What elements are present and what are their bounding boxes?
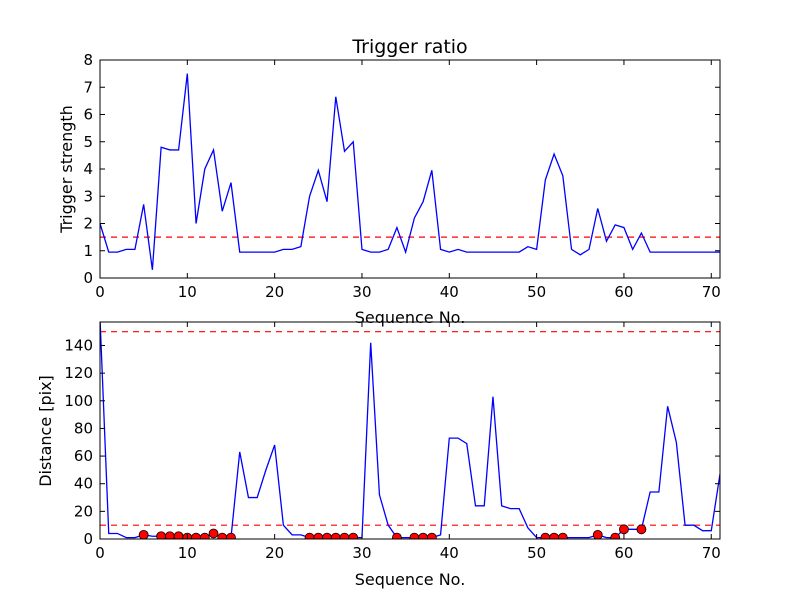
top-x-axis-label: Sequence No. <box>355 308 466 327</box>
y-tick-label: 140 <box>64 336 93 354</box>
y-tick-label: 3 <box>83 187 93 205</box>
bottom-x-axis-label: Sequence No. <box>355 570 466 589</box>
x-tick-label: 10 <box>178 544 197 562</box>
marker-point <box>426 532 437 539</box>
marker-point <box>610 532 621 539</box>
y-tick-label: 0 <box>83 530 93 548</box>
marker-point <box>557 532 568 539</box>
y-tick-label: 40 <box>74 475 93 493</box>
y-tick-label: 80 <box>74 419 93 437</box>
x-tick-label: 0 <box>95 544 105 562</box>
x-tick-label: 60 <box>614 544 633 562</box>
top-plot-area <box>100 73 720 270</box>
top-series-line <box>100 73 720 270</box>
top-y-axis-label: Trigger strength <box>57 105 76 234</box>
y-tick-label: 100 <box>64 392 93 410</box>
trigger-ratio-chart: 0 10 20 30 40 50 60 70 0 1 2 3 4 5 6 7 8 Trigger ratio S… <box>57 36 721 327</box>
y-tick-label: 2 <box>83 215 93 233</box>
y-tick-label: 20 <box>74 502 93 520</box>
x-tick-label: 70 <box>702 544 721 562</box>
marker-point <box>619 524 629 535</box>
x-tick-label: 20 <box>265 544 284 562</box>
marker-point <box>392 532 402 539</box>
y-tick-label: 7 <box>83 78 93 96</box>
y-tick-label: 60 <box>74 447 93 465</box>
distance-chart: 0 10 20 30 40 50 60 70 0 20 40 60 80 100 120 140 Sequen… <box>36 321 721 589</box>
y-tick-label: 1 <box>83 242 93 260</box>
y-tick-label: 120 <box>64 364 93 382</box>
bottom-y-axis-label: Distance [pix] <box>36 375 55 487</box>
y-tick-label: 8 <box>83 51 93 69</box>
x-tick-label: 40 <box>440 544 459 562</box>
trigger-strength-series-layer <box>100 73 720 270</box>
distance-ticks: 0 10 20 30 40 50 60 70 0 20 40 60 80 100 120 140 <box>64 322 721 562</box>
x-tick-label: 10 <box>178 283 197 301</box>
marker-point <box>138 529 149 539</box>
y-tick-label: 5 <box>83 133 93 151</box>
x-tick-label: 50 <box>527 544 546 562</box>
distance-series-layer <box>100 322 720 539</box>
x-tick-label: 60 <box>614 283 633 301</box>
y-tick-label: 0 <box>83 269 93 287</box>
x-tick-label: 40 <box>440 283 459 301</box>
x-tick-label: 30 <box>352 283 371 301</box>
trigger-ratio-ticks: 0 10 20 30 40 50 60 70 0 1 2 3 4 5 6 7 8 <box>83 51 720 301</box>
x-tick-label: 50 <box>527 283 546 301</box>
marker-point <box>348 532 359 539</box>
x-tick-label: 30 <box>352 544 371 562</box>
marker-point <box>208 528 219 539</box>
y-tick-label: 6 <box>83 106 93 124</box>
bottom-axes-frame <box>99 321 721 540</box>
marker-point <box>199 532 210 539</box>
marker-point <box>226 532 236 539</box>
x-tick-label: 70 <box>702 283 721 301</box>
bottom-plot-area <box>100 322 720 539</box>
y-tick-label: 4 <box>83 160 93 178</box>
x-tick-label: 20 <box>265 283 284 301</box>
marker-point <box>592 529 603 539</box>
x-tick-label: 0 <box>95 283 105 301</box>
distance-axes <box>99 321 721 540</box>
chart-title: Trigger ratio <box>351 36 467 58</box>
marker-point <box>636 524 647 535</box>
